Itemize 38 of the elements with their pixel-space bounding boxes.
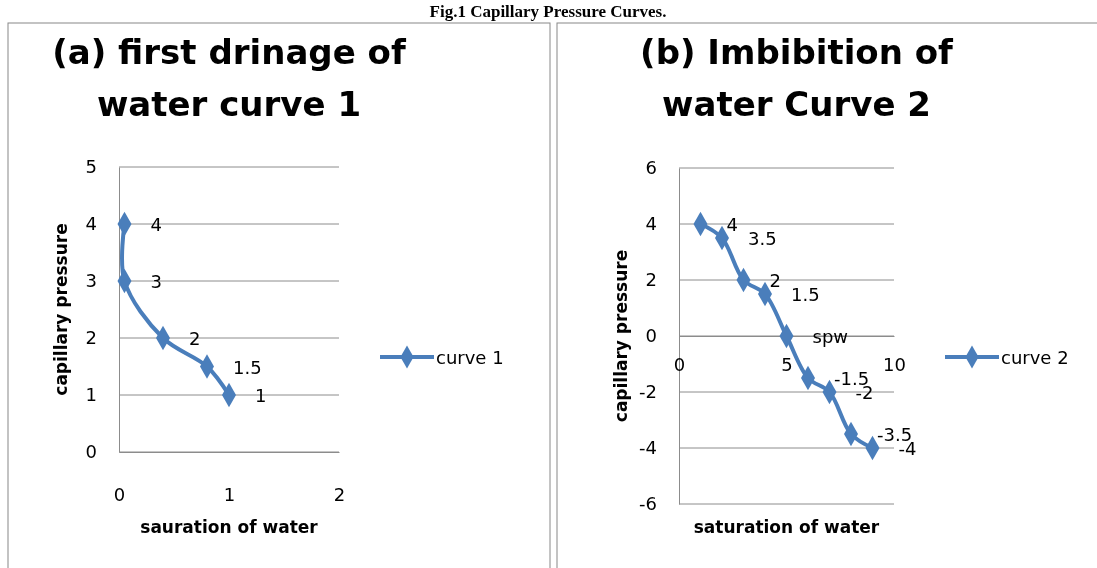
data-label: 3 xyxy=(150,271,162,292)
x-axis-title: saturation of water xyxy=(693,517,880,537)
x-tick-label: 10 xyxy=(883,353,906,375)
data-label: spw xyxy=(812,326,849,347)
y-tick-label: 4 xyxy=(85,213,97,235)
y-tick-label: 0 xyxy=(645,325,657,347)
data-label: 1.5 xyxy=(233,356,262,378)
y-tick-label: 2 xyxy=(645,269,657,291)
y-tick-label: 2 xyxy=(85,327,97,349)
x-axis-title: sauration of water xyxy=(140,517,319,537)
y-tick-label: -6 xyxy=(639,493,657,515)
x-tick-label: 0 xyxy=(113,483,126,505)
data-label: 4 xyxy=(726,214,738,235)
data-label: 4 xyxy=(150,214,162,235)
legend-label: curve 1 xyxy=(436,347,504,368)
legend-label: curve 2 xyxy=(1001,347,1069,368)
data-label: 1 xyxy=(255,385,267,406)
x-tick-label: 0 xyxy=(673,353,686,375)
x-tick-label: 1 xyxy=(223,483,236,505)
data-label: 2 xyxy=(189,328,201,349)
data-label: 3.5 xyxy=(748,228,777,249)
data-label: 1.5 xyxy=(791,284,820,305)
x-tick-label: 2 xyxy=(333,483,346,505)
x-tick-label: 5 xyxy=(781,353,793,375)
data-label: 2 xyxy=(769,270,781,291)
y-axis-title: capillary pressure xyxy=(51,223,71,396)
y-tick-label: 5 xyxy=(85,156,97,178)
y-tick-label: 4 xyxy=(645,213,657,235)
chart-title: (b) Imbibition of water Curve 2 xyxy=(640,32,955,124)
y-tick-label: -2 xyxy=(639,381,657,403)
caption: Fig.1 Capillary Pressure Curves. xyxy=(429,2,667,21)
chart-title: (a) first drinage of water curve 1 xyxy=(52,32,407,124)
y-tick-label: 1 xyxy=(85,384,97,406)
y-tick-label: 6 xyxy=(645,157,657,179)
y-tick-label: 3 xyxy=(85,270,97,292)
y-axis-title: capillary pressure xyxy=(611,249,631,423)
y-tick-label: 0 xyxy=(85,441,97,463)
y-tick-label: -4 xyxy=(639,437,657,459)
